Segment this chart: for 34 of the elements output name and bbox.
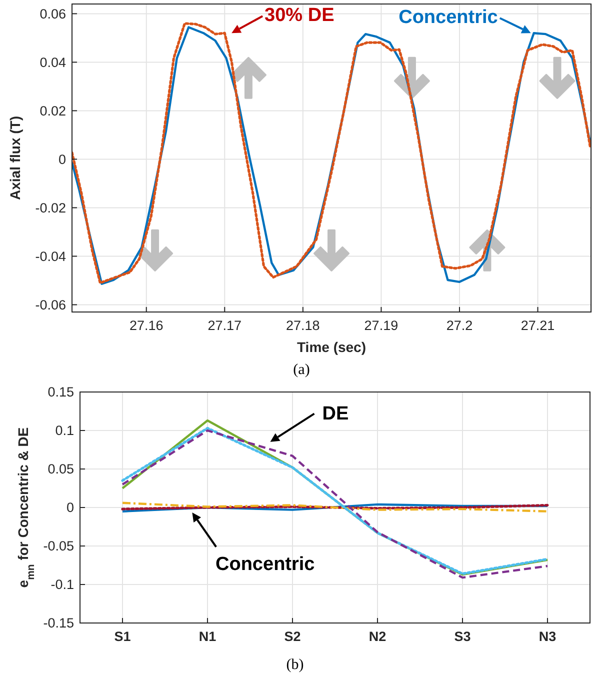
y-tick-label: 0: [66, 500, 74, 516]
x-tick-label: 27.19: [364, 318, 398, 333]
x-tick-label: 27.17: [208, 318, 242, 333]
x-tick-label: S2: [284, 629, 301, 644]
x-tick-label: N3: [538, 629, 557, 644]
y-axis-title: Axial flux (T): [7, 116, 23, 200]
y-tick-label: -0.02: [35, 200, 66, 216]
y-tick-label: -0.15: [43, 616, 74, 631]
y-tick-label: 0.15: [48, 384, 74, 400]
x-tick-label: 27.18: [286, 318, 320, 333]
y-tick-label: -0.04: [35, 248, 66, 264]
y-tick-label: -0.06: [35, 297, 66, 312]
x-tick-label: 27.21: [520, 318, 555, 333]
text: (b): [286, 657, 304, 673]
x-tick-label: S1: [114, 629, 132, 644]
annotation: DE: [322, 404, 349, 425]
x-axis-title: Time (sec): [297, 339, 366, 355]
y-tick-label: 0.1: [55, 423, 74, 438]
y-tick-label: -0.1: [50, 577, 74, 592]
y-tick-label: 0.02: [40, 103, 66, 118]
annotation: Concentric: [398, 7, 498, 28]
x-tick-label: 27.16: [129, 318, 164, 333]
x-tick-label: N2: [368, 629, 386, 644]
x-tick-label: N1: [198, 629, 217, 644]
y-tick-label: 0.05: [48, 462, 74, 477]
y-tick-label: 0.04: [40, 54, 66, 70]
y-tick-label: 0.06: [40, 6, 66, 22]
y-tick-label: 0: [58, 152, 66, 167]
annotation: 30% DE: [264, 5, 334, 26]
text: (a): [293, 362, 310, 378]
y-tick-label: -0.05: [43, 538, 74, 554]
annotation: Concentric: [216, 554, 316, 575]
x-tick-label: 27.2: [446, 318, 473, 333]
x-tick-label: S3: [454, 629, 472, 644]
